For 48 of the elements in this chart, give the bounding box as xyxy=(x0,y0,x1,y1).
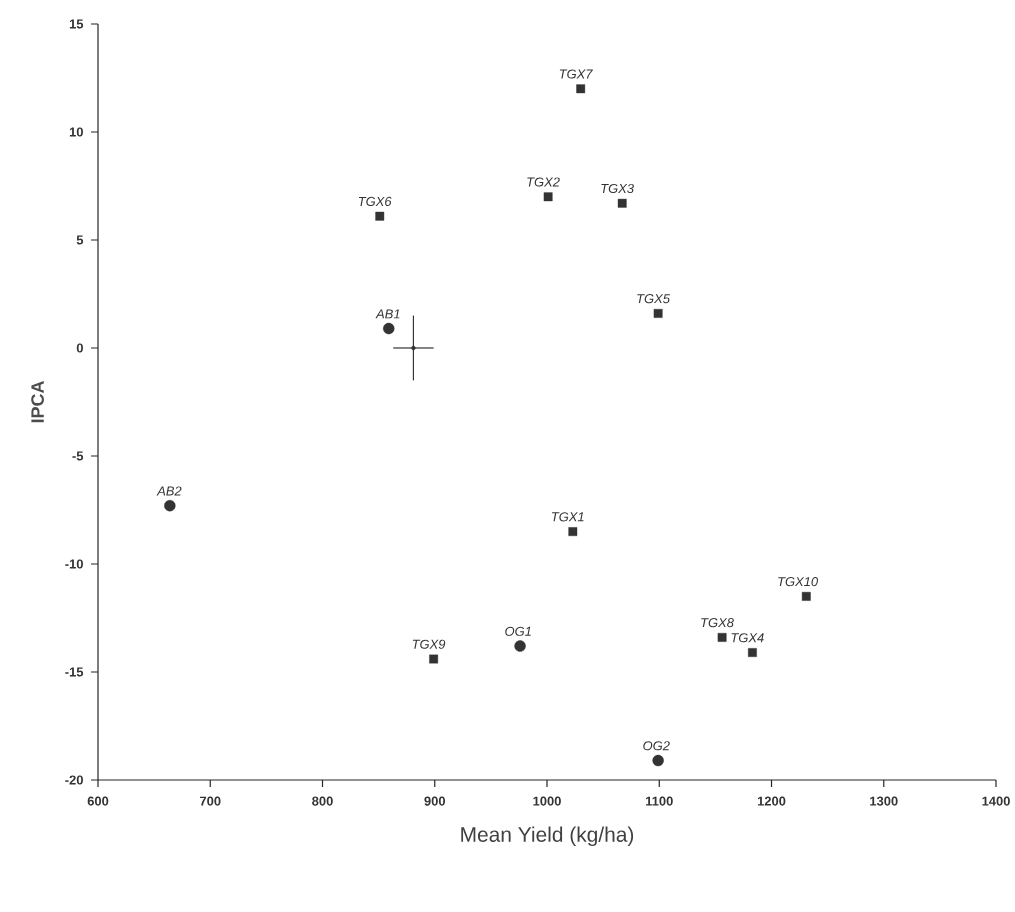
point xyxy=(411,345,416,351)
point xyxy=(653,309,663,318)
point xyxy=(568,527,578,536)
annotation: TGX10 xyxy=(778,577,818,587)
annotation: TGX8 xyxy=(701,618,734,628)
point xyxy=(375,211,385,221)
point xyxy=(514,640,526,652)
point xyxy=(576,84,586,94)
annotation: OG1 xyxy=(505,626,531,636)
point xyxy=(801,591,811,601)
annotation: TGX3 xyxy=(601,183,634,194)
x-tick-label: 600 xyxy=(87,796,109,806)
point xyxy=(164,499,176,512)
x-tick-label: 1400 xyxy=(982,796,1010,806)
y-tick-label: -20 xyxy=(65,775,83,785)
annotation: OG2 xyxy=(643,741,670,751)
annotation: TGX6 xyxy=(358,196,392,207)
annotation: TGX2 xyxy=(527,177,560,187)
point xyxy=(717,633,727,642)
y-tick-label: 5 xyxy=(76,235,84,245)
y-tick-label: -5 xyxy=(72,451,84,461)
y-tick-label: 10 xyxy=(69,127,83,137)
x-tick-label: 1200 xyxy=(757,796,786,806)
x-tick-label: 900 xyxy=(424,796,446,806)
x-tick-label: 800 xyxy=(312,796,333,806)
annotation: AB2 xyxy=(156,486,182,496)
point xyxy=(429,654,439,664)
annotation: TGX1 xyxy=(551,512,584,522)
annotation: TGX7 xyxy=(559,69,593,79)
point xyxy=(652,754,664,767)
x-tick-label: 1000 xyxy=(533,796,561,806)
point xyxy=(543,192,553,202)
x-axis-title: Mean Yield (kg/ha) xyxy=(461,826,634,847)
y-tick-label: -10 xyxy=(65,559,83,569)
x-tick-label: 1100 xyxy=(646,796,673,806)
annotation: TGX5 xyxy=(637,294,670,304)
y-tick-label: -15 xyxy=(65,667,84,677)
y-tick-label: 0 xyxy=(76,343,83,353)
point xyxy=(617,198,627,208)
y-axis-title: IPCA xyxy=(31,381,44,423)
x-tick-label: 700 xyxy=(200,796,221,806)
x-tick-label: 1300 xyxy=(870,796,898,806)
annotation: TGX9 xyxy=(412,639,446,649)
annotation: TGX4 xyxy=(731,633,764,643)
point xyxy=(383,322,395,335)
point xyxy=(748,648,757,657)
annotation: AB1 xyxy=(375,309,400,319)
y-tick-label: 15 xyxy=(69,19,84,29)
